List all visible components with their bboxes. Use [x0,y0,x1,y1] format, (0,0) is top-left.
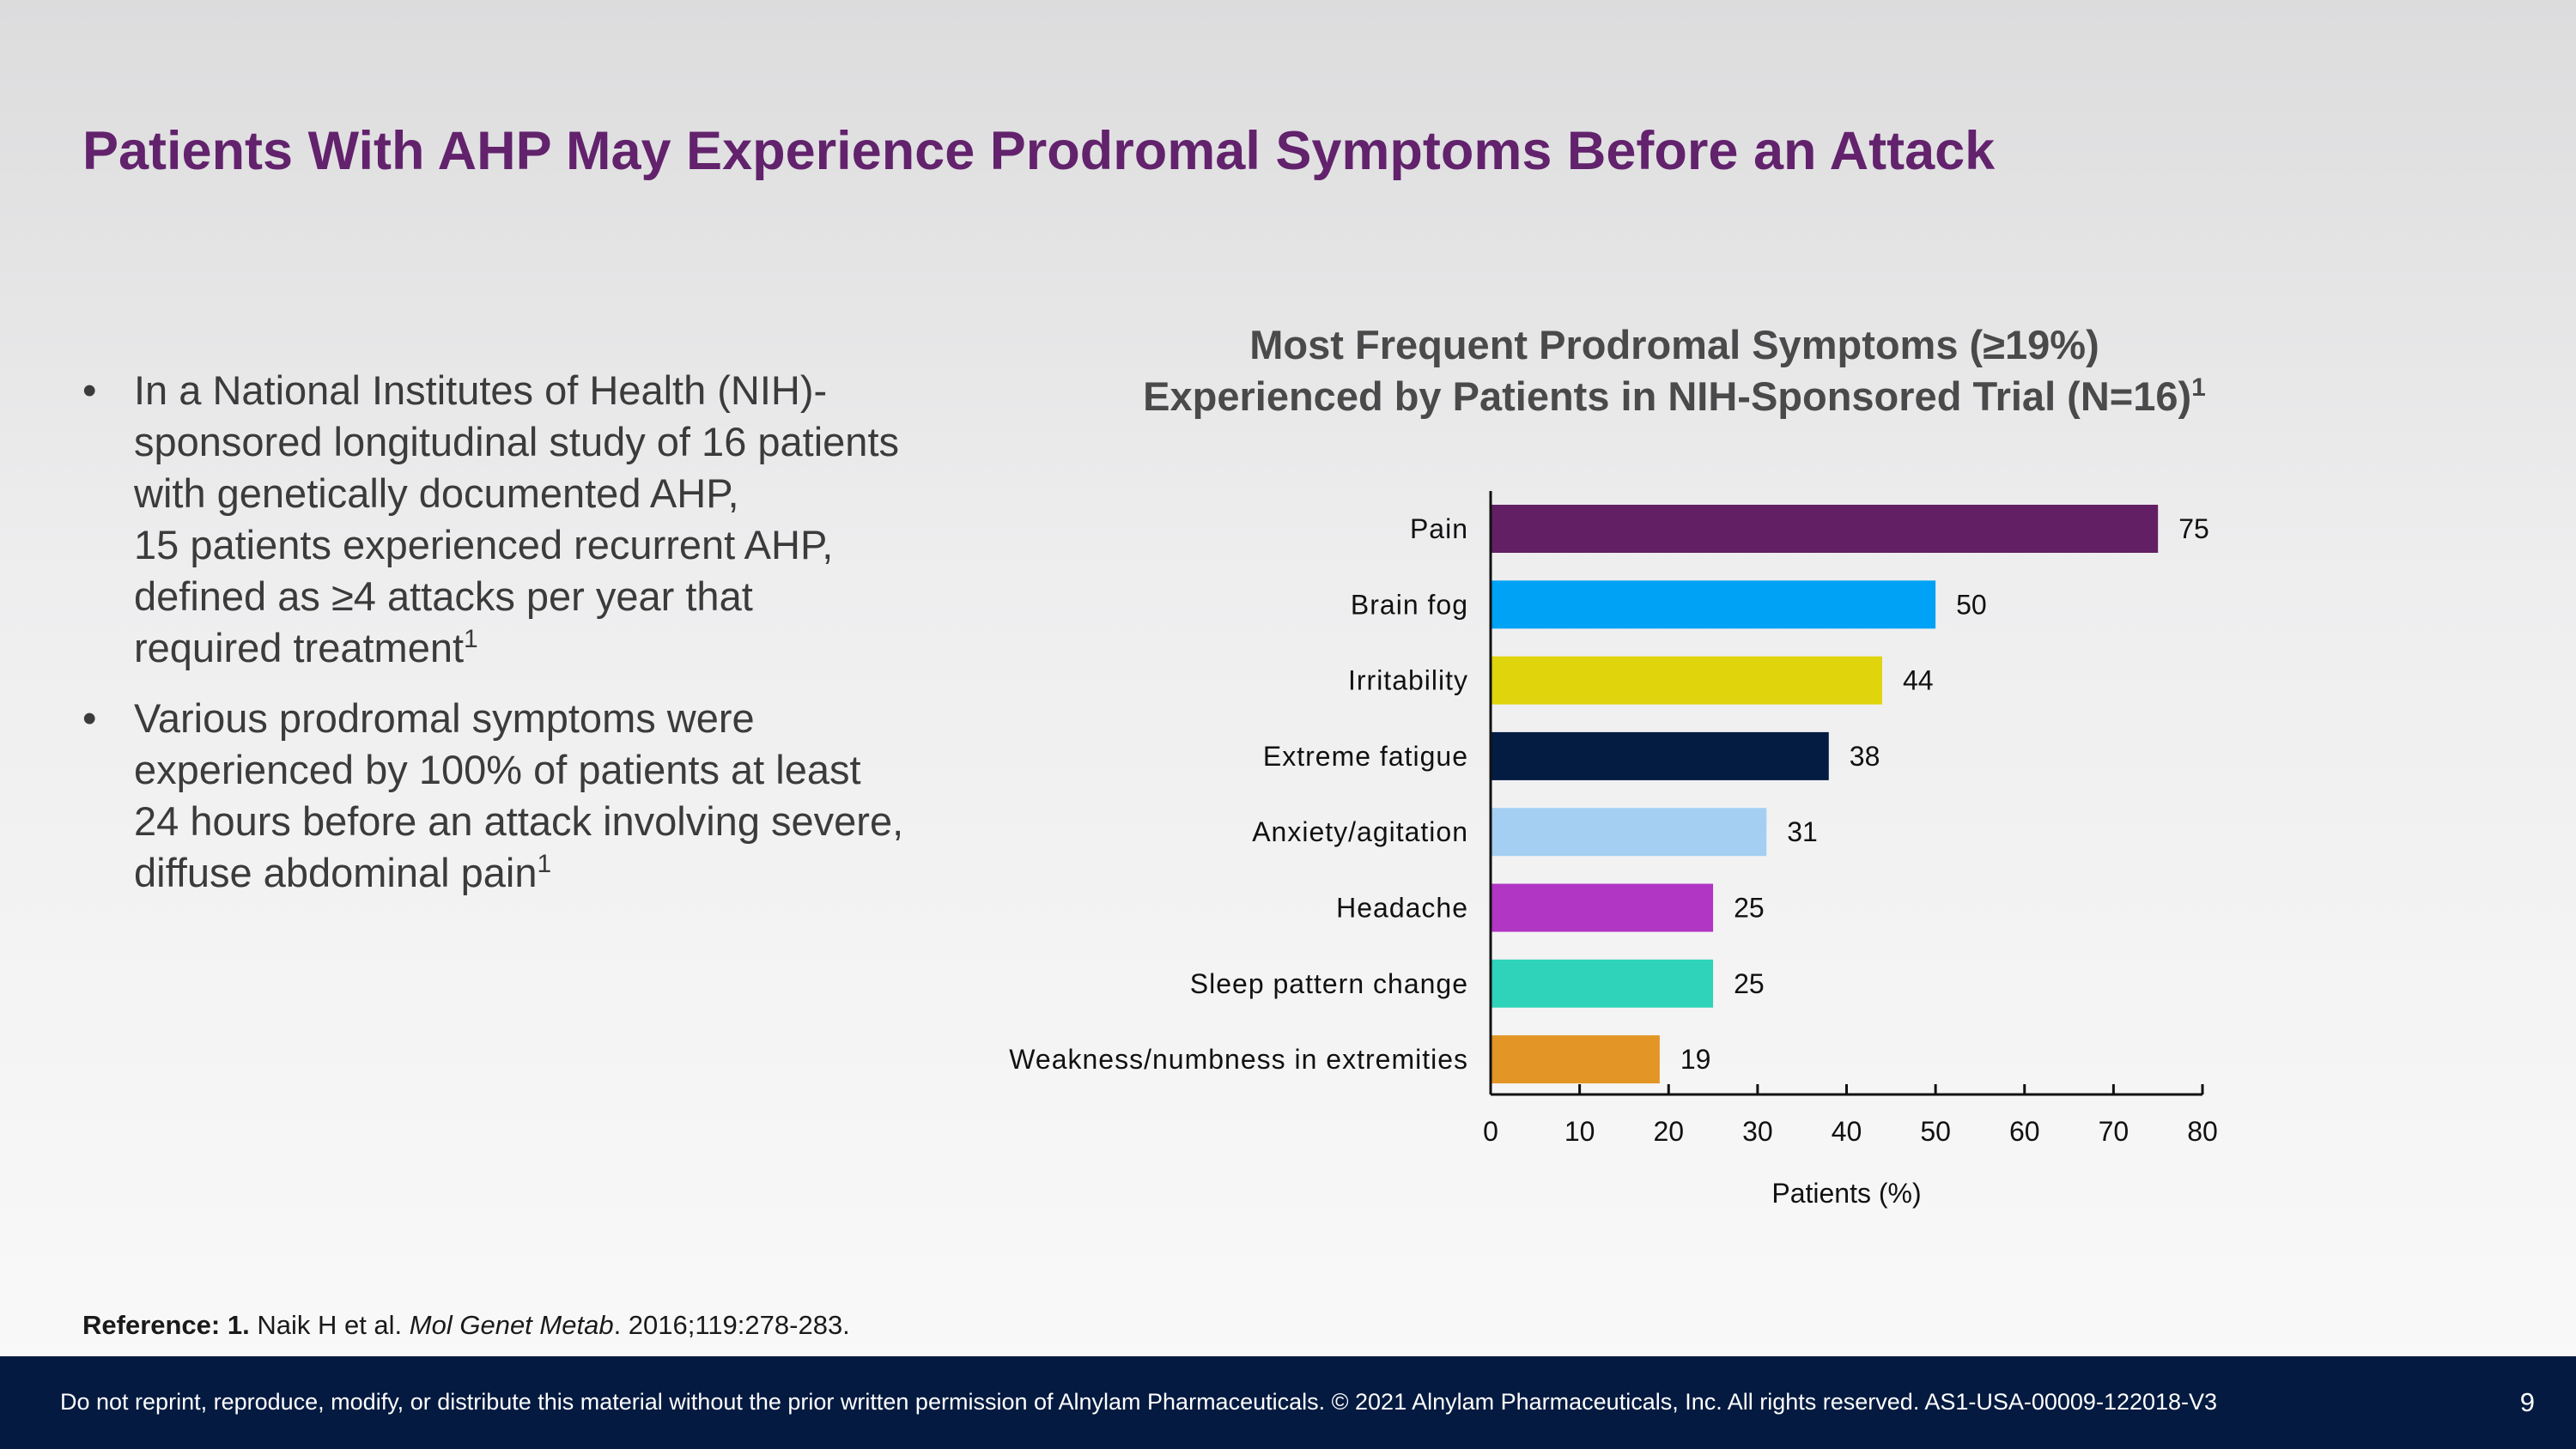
data-label: 25 [1734,893,1765,924]
footnote-marker: 1 [464,625,478,653]
bullet-item-2: • Various prodromal symptoms were experi… [82,693,993,899]
bullet-line: defined as ≥4 attacks per year that [134,573,753,619]
category-label: Extreme fatigue [1263,741,1468,772]
page-number: 9 [2519,1387,2535,1417]
bullet-line: 15 patients experienced recurrent AHP, [134,522,834,567]
x-tick-label: 40 [1832,1116,1862,1147]
reference-journal: Mol Genet Metab [409,1310,614,1340]
category-label: Weakness/numbness in extremities [1009,1044,1468,1075]
reference-authors: Naik H et al. [249,1310,410,1340]
category-label: Irritability [1348,665,1468,696]
data-label: 19 [1680,1044,1711,1075]
data-label: 75 [2178,513,2209,544]
x-tick-label: 20 [1653,1116,1684,1147]
bar [1491,656,1882,705]
copyright-disclaimer: Do not reprint, reproduce, modify, or di… [60,1389,2218,1415]
x-tick-label: 50 [1920,1116,1951,1147]
data-label: 25 [1734,968,1765,999]
data-label: 38 [1850,741,1880,772]
chart-title: Most Frequent Prodromal Symptoms (≥19%) … [1073,319,2275,422]
x-axis-label: Patients (%) [1771,1178,1921,1209]
chart-title-footnote: 1 [2191,373,2206,402]
chart-title-line-2: Experienced by Patients in NIH-Sponsored… [1143,373,2192,419]
bullet-line: 24 hours before an attack involving seve… [134,798,904,844]
page-title: Patients With AHP May Experience Prodrom… [82,121,1996,181]
category-label: Headache [1336,893,1468,924]
bar [1491,505,2159,553]
x-tick-label: 0 [1483,1116,1498,1147]
x-tick-label: 70 [2099,1116,2129,1147]
bullet-marker: • [82,367,97,413]
category-label: Sleep pattern change [1190,968,1468,999]
bullet-line: with genetically documented AHP, [134,470,739,516]
bullet-line: required treatment [134,625,465,670]
x-tick-label: 10 [1564,1116,1595,1147]
bullet-list: • In a National Institutes of Health (NI… [82,365,993,918]
category-label: Anxiety/agitation [1252,816,1468,847]
bullet-line: Various prodromal symptoms were [134,695,755,741]
bullet-marker: • [82,695,97,741]
data-label: 50 [1956,589,1987,620]
bar [1491,580,1936,629]
bar [1491,883,1714,932]
bar-chart: Pain 75 Brain fog 50 Irritability 44 Extreme f… [1009,491,2218,1209]
chart-title-line-1: Most Frequent Prodromal Symptoms (≥19%) [1249,322,2099,367]
bullet-line: diffuse abdominal pain [134,850,538,895]
x-tick-label: 80 [2187,1116,2218,1147]
footer-bar: Do not reprint, reproduce, modify, or di… [0,1356,2576,1449]
bar [1491,808,1767,857]
x-tick-label: 30 [1742,1116,1773,1147]
bullet-line: experienced by 100% of patients at least [134,747,861,792]
bar [1491,959,1714,1008]
reference-details: . 2016;119:278-283. [613,1310,850,1340]
data-label: 31 [1787,816,1818,847]
footnote-marker: 1 [537,850,552,878]
reference: Reference: 1. Naik H et al. Mol Genet Me… [82,1310,850,1341]
bar [1491,731,1829,780]
data-label: 44 [1903,665,1934,696]
bullet-line: In a National Institutes of Health (NIH)… [134,367,828,413]
bar [1491,1035,1660,1084]
reference-label: Reference: 1. [82,1310,250,1340]
category-label: Brain fog [1351,589,1468,620]
bullet-line: sponsored longitudinal study of 16 patie… [134,419,900,464]
x-tick-label: 60 [2009,1116,2040,1147]
bullet-item-1: • In a National Institutes of Health (NI… [82,365,993,674]
category-label: Pain [1410,513,1468,544]
